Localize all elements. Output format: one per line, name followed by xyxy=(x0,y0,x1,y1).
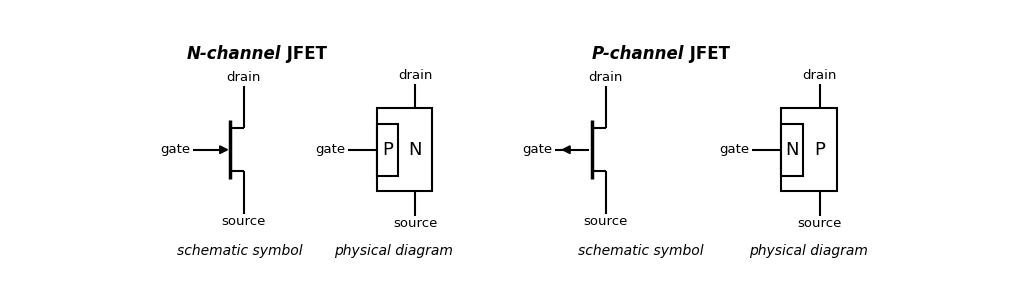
Text: physical diagram: physical diagram xyxy=(333,244,453,258)
Text: N: N xyxy=(409,141,422,159)
Text: gate: gate xyxy=(719,143,749,156)
Bar xyxy=(781,108,837,191)
Text: gate: gate xyxy=(523,143,553,156)
Polygon shape xyxy=(220,146,227,153)
Text: P: P xyxy=(382,141,393,159)
Text: source: source xyxy=(583,215,628,228)
Text: source: source xyxy=(797,218,842,230)
Text: P-channel: P-channel xyxy=(592,45,684,63)
Text: drain: drain xyxy=(803,69,837,82)
Text: N: N xyxy=(785,141,799,159)
Text: JFET: JFET xyxy=(684,45,730,63)
Text: gate: gate xyxy=(315,143,346,156)
Text: N-channel: N-channel xyxy=(187,45,281,63)
Bar xyxy=(377,108,432,191)
Text: schematic symbol: schematic symbol xyxy=(578,244,704,258)
Bar xyxy=(377,124,398,176)
Text: P: P xyxy=(814,141,825,159)
Text: drain: drain xyxy=(398,69,432,82)
Text: drain: drain xyxy=(589,71,623,84)
Text: physical diagram: physical diagram xyxy=(749,244,868,258)
Text: gate: gate xyxy=(161,143,190,156)
Polygon shape xyxy=(563,146,570,153)
Text: source: source xyxy=(221,215,265,228)
Text: JFET: JFET xyxy=(281,45,327,63)
Bar xyxy=(781,124,803,176)
Text: schematic symbol: schematic symbol xyxy=(177,244,303,258)
Text: drain: drain xyxy=(226,71,260,84)
Text: source: source xyxy=(393,218,437,230)
